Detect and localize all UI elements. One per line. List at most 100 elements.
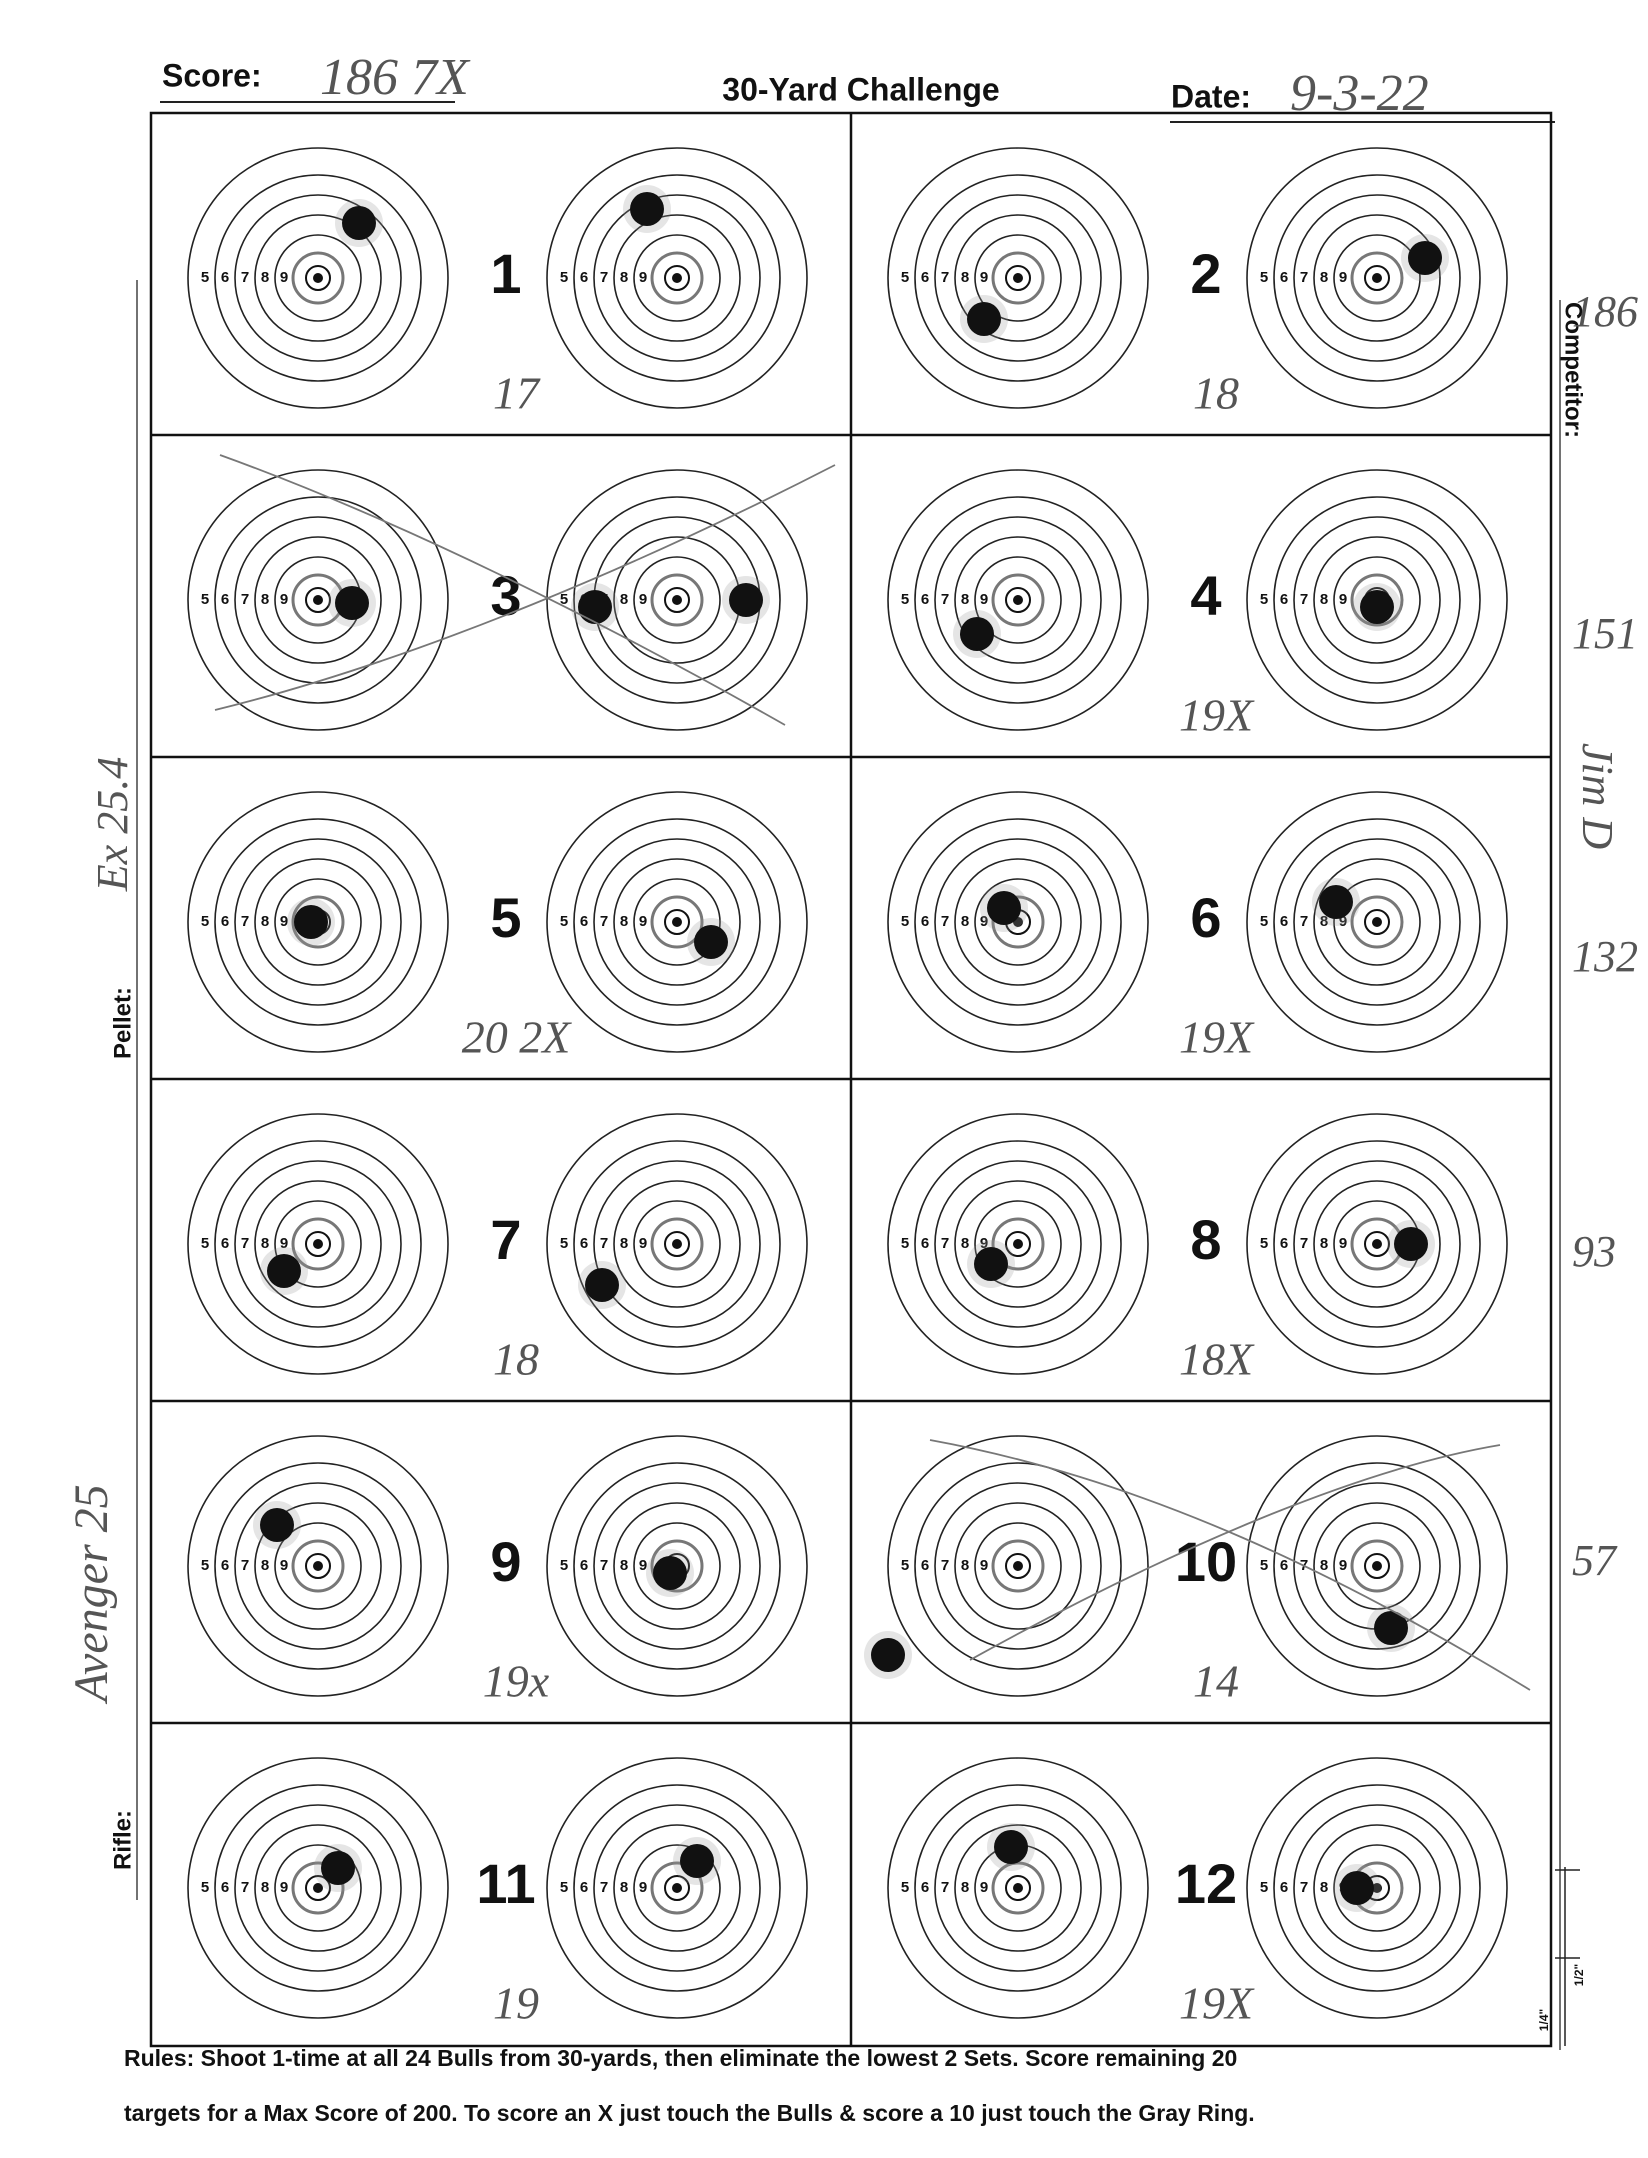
- ring-label: 9: [980, 591, 988, 608]
- shot-hole: [630, 192, 664, 226]
- target-ring: [934, 1482, 1102, 1650]
- target-ring: [613, 858, 741, 986]
- target-ring: [1246, 1435, 1508, 1697]
- ring-label: 5: [560, 1879, 568, 1896]
- shot-hole: [1360, 590, 1394, 624]
- ring-label: 6: [580, 269, 588, 286]
- target-ring: [613, 1824, 741, 1952]
- ring-label: 5: [1260, 1879, 1268, 1896]
- target-ring: [593, 1482, 761, 1650]
- target-ring: [914, 1140, 1122, 1348]
- ring-label: 8: [961, 1235, 969, 1252]
- target-ring: [1313, 536, 1441, 664]
- ring-label: 9: [980, 913, 988, 930]
- ring-label: 5: [1260, 269, 1268, 286]
- ring-label: 5: [201, 591, 209, 608]
- ring-label: 6: [921, 591, 929, 608]
- ring-label: 8: [261, 1235, 269, 1252]
- gray-ring: [1350, 251, 1404, 305]
- ring-label: 6: [921, 913, 929, 930]
- bull: [305, 1231, 331, 1257]
- set-number: 1: [490, 242, 521, 305]
- set-score: 14: [1193, 1656, 1239, 1707]
- target-ring: [613, 1502, 741, 1630]
- ring-label: 9: [980, 1235, 988, 1252]
- ring-label: 5: [560, 269, 568, 286]
- ring-label: 7: [600, 913, 608, 930]
- ring-label: 9: [639, 269, 647, 286]
- gray-ring: [991, 1539, 1045, 1593]
- ring-label: 7: [941, 269, 949, 286]
- shot-hole: [335, 586, 369, 620]
- ring-label: 9: [1339, 1235, 1347, 1252]
- target-ring: [1313, 1180, 1441, 1308]
- gray-ring: [991, 1217, 1045, 1271]
- bull: [664, 909, 690, 935]
- ring-label: 8: [961, 591, 969, 608]
- target-ring: [1246, 1757, 1508, 2019]
- target-ring: [887, 1435, 1149, 1697]
- target-ring: [934, 194, 1102, 362]
- shot-hole: [1319, 885, 1353, 919]
- target-ring: [974, 1522, 1062, 1610]
- bull: [305, 265, 331, 291]
- ring-label: 6: [1280, 1557, 1288, 1574]
- target-ring: [1333, 556, 1421, 644]
- gray-ring: [1350, 1539, 1404, 1593]
- ring-label: 9: [280, 1879, 288, 1896]
- x-dot: [1372, 1561, 1382, 1571]
- bull: [664, 265, 690, 291]
- sheet-title: 30-Yard Challenge: [722, 71, 999, 107]
- bull: [664, 1875, 690, 1901]
- ring-label: 6: [1280, 913, 1288, 930]
- target-ring: [546, 1757, 808, 2019]
- set-number: 10: [1175, 1530, 1237, 1593]
- bull: [1005, 1553, 1031, 1579]
- ring-label: 6: [921, 1879, 929, 1896]
- gray-ring: [991, 895, 1045, 949]
- ring-label: 8: [1320, 1235, 1328, 1252]
- ring-label: 5: [901, 1557, 909, 1574]
- target-ring: [593, 838, 761, 1006]
- bull: [305, 1553, 331, 1579]
- shot-hole: [267, 1254, 301, 1288]
- shot-hole: [578, 590, 612, 624]
- target-ring: [954, 1824, 1082, 1952]
- target-ring: [914, 1784, 1122, 1992]
- gray-ring: [291, 1217, 345, 1271]
- bull: [305, 1875, 331, 1901]
- target-ring: [1273, 174, 1481, 382]
- ring-label: 7: [241, 1235, 249, 1252]
- ring-label: 5: [1260, 1235, 1268, 1252]
- set-score: 18: [493, 1334, 539, 1385]
- ring-label: 9: [280, 1235, 288, 1252]
- target-set: 56789567891219X: [887, 1757, 1508, 2029]
- target-ring: [254, 536, 382, 664]
- x-dot: [1013, 1239, 1023, 1249]
- target-ring: [234, 1482, 402, 1650]
- target-ring: [1273, 1462, 1481, 1670]
- ring-label: 6: [580, 1557, 588, 1574]
- ring-label: 6: [921, 269, 929, 286]
- target-ring: [974, 1200, 1062, 1288]
- bull: [1005, 1875, 1031, 1901]
- set-score: 19: [493, 1978, 539, 2029]
- gray-ring: [991, 251, 1045, 305]
- shot-hole: [987, 891, 1021, 925]
- set-number: 2: [1190, 242, 1221, 305]
- target-ring: [214, 1462, 422, 1670]
- target-ring: [187, 147, 449, 409]
- set-number: 9: [490, 1530, 521, 1593]
- x-dot: [313, 595, 323, 605]
- ring-label: 5: [901, 1879, 909, 1896]
- target-ring: [914, 174, 1122, 382]
- set-score: 17: [493, 368, 541, 419]
- shot-hole: [694, 925, 728, 959]
- shot-hole: [1408, 241, 1442, 275]
- ring-label: 9: [280, 913, 288, 930]
- target-ring: [974, 878, 1062, 966]
